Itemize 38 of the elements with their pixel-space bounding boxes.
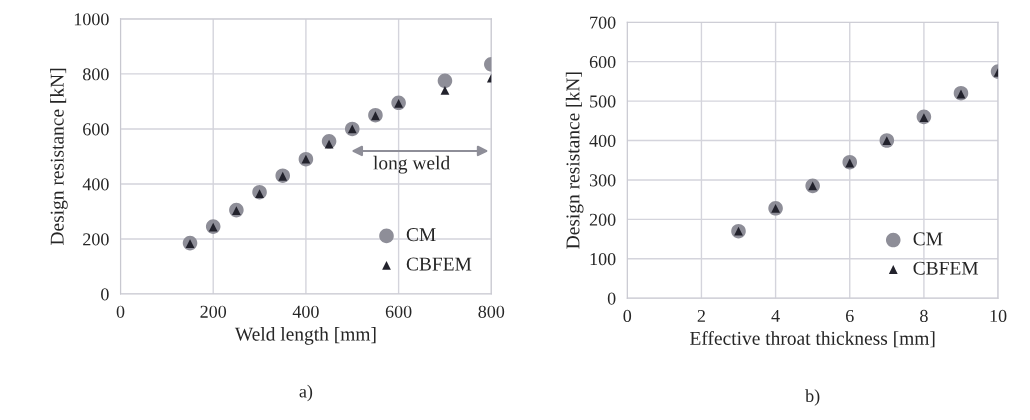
point — [437, 73, 453, 89]
x-tick-label: 10 — [990, 309, 1007, 323]
x-tick-label: 200 — [200, 305, 227, 318]
legend-label: CM — [406, 228, 436, 242]
annotation: long weld — [373, 155, 450, 174]
x-tick-label: 2 — [697, 309, 705, 322]
y-tick-label: 600 — [83, 123, 109, 136]
x-tick-label: 400 — [292, 305, 319, 318]
text: b) — [805, 389, 820, 406]
y-tick-label: 500 — [590, 95, 616, 108]
y-tick-label: 800 — [83, 68, 109, 81]
y-tick-label: 0 — [607, 292, 616, 305]
x-tick-label: 8 — [920, 309, 928, 323]
y-tick-label: 400 — [589, 134, 616, 147]
y-tick-label: 200 — [589, 213, 616, 226]
legend-label: CBFEM — [406, 257, 472, 271]
x-tick-label: 6 — [846, 309, 854, 323]
x-axis-title: Weld length [mm] — [234, 327, 376, 345]
point — [440, 86, 450, 95]
y-tick-label: 0 — [101, 288, 109, 301]
x-axis-title: Effective throat thickness [mm] — [690, 331, 935, 348]
x-tick-label: 0 — [623, 309, 632, 323]
x-tick-label: 0 — [116, 305, 125, 318]
text: a) — [299, 384, 313, 402]
y-tick-label: 100 — [590, 253, 616, 266]
y-tick-label: 300 — [589, 174, 616, 187]
y-tick-label: 700 — [590, 16, 616, 29]
legend-label: CM — [913, 232, 943, 246]
legend-label: CBFEM — [913, 261, 979, 275]
x-tick-label: 600 — [385, 305, 412, 318]
x-tick-label: 800 — [478, 305, 505, 318]
y-axis-title: Design resistance [kN] — [565, 72, 584, 249]
y-tick-label: 600 — [589, 55, 616, 69]
y-tick-label: 200 — [83, 233, 109, 246]
x-tick-label: 4 — [771, 309, 780, 322]
y-axis-title: Design resistance [kN] — [50, 68, 68, 245]
y-tick-label: 400 — [82, 178, 109, 191]
y-tick-label: 1000 — [74, 13, 109, 26]
